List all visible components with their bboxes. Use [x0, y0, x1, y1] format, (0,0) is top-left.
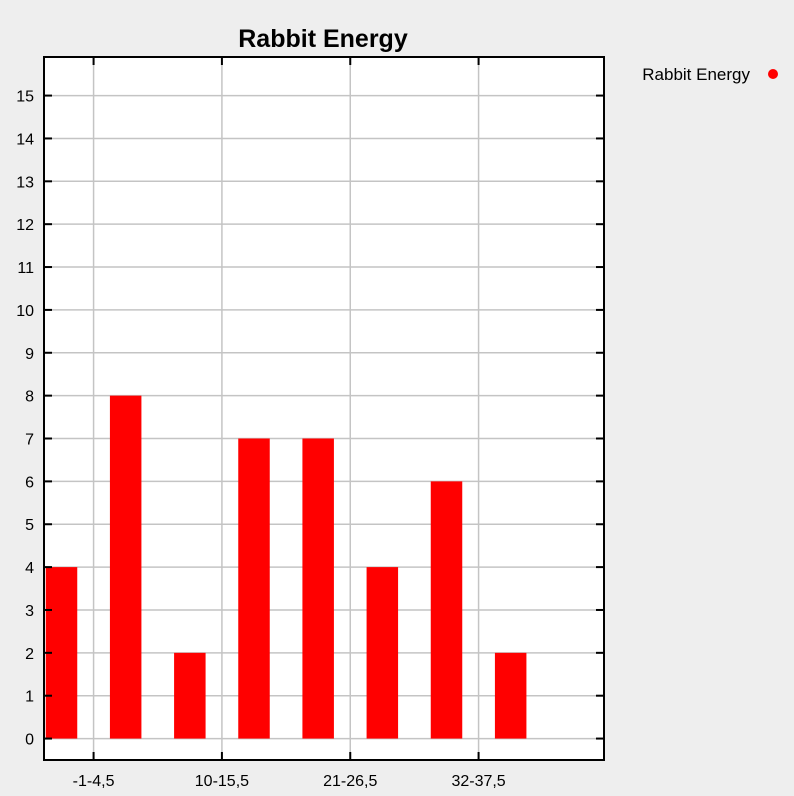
y-tick-label: 0: [25, 732, 34, 749]
bar: [109, 395, 142, 739]
y-tick-label: 5: [25, 517, 34, 534]
y-tick-label: 1: [25, 689, 34, 706]
legend-marker: [768, 69, 778, 79]
legend: Rabbit Energy: [642, 65, 778, 84]
legend-label: Rabbit Energy: [642, 65, 750, 84]
bar: [366, 567, 399, 739]
bar: [302, 438, 334, 739]
x-tick-label: 10-15,5: [195, 773, 249, 790]
chart-title: Rabbit Energy: [238, 25, 408, 53]
y-tick-label: 7: [25, 432, 34, 449]
y-tick-label: 11: [17, 260, 34, 277]
bars: [45, 395, 527, 739]
bar: [494, 652, 527, 739]
y-tick-label: 10: [16, 303, 34, 320]
y-tick-label: 6: [25, 474, 34, 491]
y-tick-label: 15: [16, 89, 34, 106]
y-tick-label: 8: [25, 389, 34, 406]
y-tick-label: 3: [25, 603, 34, 620]
y-tick-label: 2: [25, 646, 34, 663]
x-tick-label: -1-4,5: [73, 773, 115, 790]
y-tick-label: 9: [25, 346, 34, 363]
y-tick-label: 12: [16, 217, 34, 234]
y-tick-label: 4: [25, 560, 34, 577]
y-tick-label: 13: [16, 174, 34, 191]
x-tick-label: 32-37,5: [451, 773, 505, 790]
bar: [430, 481, 463, 739]
bar: [174, 652, 206, 739]
bar: [238, 438, 270, 739]
plot-frame: [43, 56, 605, 761]
x-tick-label: 21-26,5: [323, 773, 377, 790]
ticks: [44, 57, 604, 760]
y-tick-label: 14: [16, 131, 34, 148]
